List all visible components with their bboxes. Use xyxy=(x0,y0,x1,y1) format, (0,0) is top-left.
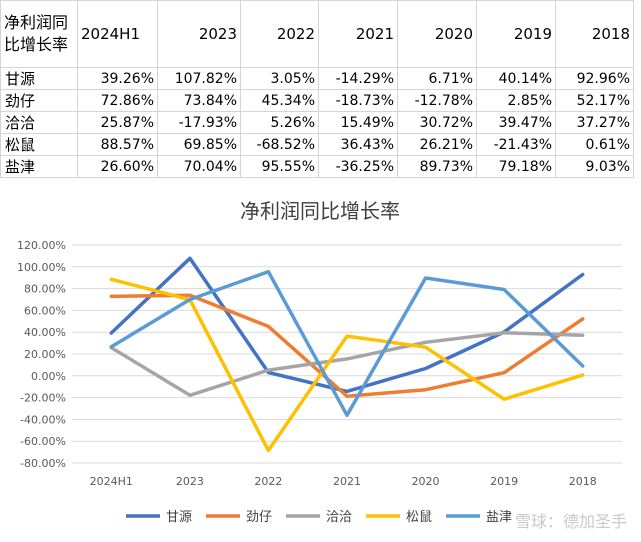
table-row: 洽洽 25.87% -17.93% 5.26% 15.49% 30.72% 39… xyxy=(0,111,634,134)
table-cell: 26.60% xyxy=(77,155,158,178)
legend-label: 劲仔 xyxy=(246,510,272,525)
table-row: 松鼠 88.57% 69.85% -68.52% 36.43% 26.21% -… xyxy=(0,133,634,156)
table-cell: -12.78% xyxy=(397,89,477,112)
row-label: 盐津 xyxy=(0,155,78,178)
table-cell: 37.27% xyxy=(555,111,634,134)
table-row: 甘源 39.26% 107.82% 3.05% -14.29% 6.71% 40… xyxy=(0,67,634,90)
table-cell: -18.73% xyxy=(318,89,398,112)
x-tick-label: 2020 xyxy=(412,475,440,488)
column-header: 2024H1 xyxy=(77,0,158,68)
x-tick-label: 2023 xyxy=(176,475,204,488)
x-tick-label: 2024H1 xyxy=(90,475,133,488)
y-tick-label: -80.00% xyxy=(20,457,66,470)
row-label: 松鼠 xyxy=(0,133,78,156)
table-cell: 73.84% xyxy=(157,89,241,112)
table-row: 盐津 26.60% 70.04% 95.55% -36.25% 89.73% 7… xyxy=(0,155,634,178)
table-cell: 26.21% xyxy=(397,133,477,156)
y-tick-label: -60.00% xyxy=(20,435,66,448)
column-header: 2018 xyxy=(555,0,634,68)
table-cell: 39.26% xyxy=(77,67,158,90)
y-tick-label: 40.00% xyxy=(24,326,66,339)
x-tick-label: 2022 xyxy=(254,475,282,488)
row-label: 洽洽 xyxy=(0,111,78,134)
legend-label: 松鼠 xyxy=(406,510,432,525)
watermark: 雪球：德加圣手 xyxy=(514,512,627,531)
table-cell: 45.34% xyxy=(240,89,319,112)
table-cell: 25.87% xyxy=(77,111,158,134)
legend-label: 甘源 xyxy=(166,510,192,525)
table-cell: 2.85% xyxy=(476,89,556,112)
y-tick-label: -20.00% xyxy=(20,392,66,405)
table-cell: 5.26% xyxy=(240,111,319,134)
data-table: 净利润同比增长率 2024H1 2023 2022 2021 2020 2019… xyxy=(0,0,634,178)
table-cell: 15.49% xyxy=(318,111,398,134)
series-line-甘源 xyxy=(109,256,585,394)
x-tick-label: 2019 xyxy=(490,475,518,488)
table-cell: -17.93% xyxy=(157,111,241,134)
table-cell: 6.71% xyxy=(397,67,477,90)
table-cell: 89.73% xyxy=(397,155,477,178)
table-cell: 88.57% xyxy=(77,133,158,156)
table-cell: 3.05% xyxy=(240,67,319,90)
table-cell: -21.43% xyxy=(476,133,556,156)
table-cell: 107.82% xyxy=(157,67,241,90)
column-header: 2022 xyxy=(240,0,319,68)
table-cell: 30.72% xyxy=(397,111,477,134)
table-cell: -68.52% xyxy=(240,133,319,156)
line-chart: 净利润同比增长率 120.00% 100.00% 80.00% 60.00% 40.00… xyxy=(17,199,622,525)
column-header: 2023 xyxy=(157,0,241,68)
series-line-洽洽 xyxy=(109,331,585,398)
y-tick-label: 20.00% xyxy=(24,348,66,361)
y-tick-label: -40.00% xyxy=(20,413,66,426)
series-line-劲仔 xyxy=(109,293,585,398)
y-tick-label: 80.00% xyxy=(24,283,66,296)
table-cell: 95.55% xyxy=(240,155,319,178)
table-title: 净利润同比增长率 xyxy=(0,0,78,68)
table-cell: 79.18% xyxy=(476,155,556,178)
table-cell: 36.43% xyxy=(318,133,398,156)
table-row: 劲仔 72.86% 73.84% 45.34% -18.73% -12.78% … xyxy=(0,89,634,112)
table-cell: -36.25% xyxy=(318,155,398,178)
column-header: 2020 xyxy=(397,0,477,68)
legend-label: 洽洽 xyxy=(326,510,352,525)
row-label: 甘源 xyxy=(0,67,78,90)
column-header: 2021 xyxy=(318,0,398,68)
table-cell: -14.29% xyxy=(318,67,398,90)
column-header: 2019 xyxy=(476,0,556,68)
row-label: 劲仔 xyxy=(0,89,78,112)
chart-title: 净利润同比增长率 xyxy=(240,199,400,223)
table-cell: 52.17% xyxy=(555,89,634,112)
table-cell: 0.61% xyxy=(555,133,634,156)
table-cell: 39.47% xyxy=(476,111,556,134)
y-tick-label: 100.00% xyxy=(17,261,66,274)
table-cell: 72.86% xyxy=(77,89,158,112)
table-header-row: 净利润同比增长率 2024H1 2023 2022 2021 2020 2019… xyxy=(0,0,634,68)
legend-label: 盐津 xyxy=(486,510,512,525)
y-tick-label: 120.00% xyxy=(17,239,66,252)
table-cell: 40.14% xyxy=(476,67,556,90)
table-cell: 92.96% xyxy=(555,67,634,90)
y-tick-label: 0.00% xyxy=(31,370,66,383)
series-line-盐津 xyxy=(109,269,585,418)
y-tick-label: 60.00% xyxy=(24,304,66,317)
table-cell: 69.85% xyxy=(157,133,241,156)
table-cell: 70.04% xyxy=(157,155,241,178)
table-cell: 9.03% xyxy=(555,155,634,178)
x-tick-label: 2018 xyxy=(569,475,597,488)
x-tick-label: 2021 xyxy=(333,475,361,488)
